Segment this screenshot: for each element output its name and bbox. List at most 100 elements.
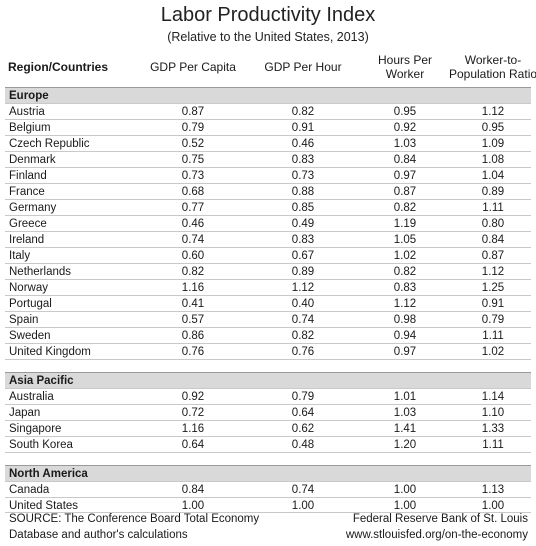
table-row: Spain 0.57 0.74 0.98 0.79 [5,311,531,327]
cell-gdp-per-capita: 0.64 [181,439,205,451]
chart-title: Labor Productivity Index [160,4,376,26]
cell-gdp-per-capita: 0.92 [181,391,205,403]
cell-hours-per-worker: 1.01 [393,391,417,403]
cell-country: Czech Republic [9,138,90,150]
cell-gdp-per-capita: 0.46 [181,218,205,230]
cell-country: Austria [9,106,45,118]
table-row: Netherlands 0.82 0.89 0.82 1.12 [5,263,531,279]
section-header-row: Asia Pacific [5,372,531,388]
cell-hours-per-worker: 0.97 [393,170,417,182]
cell-gdp-per-hour: 0.64 [291,407,315,419]
table-row: Japan 0.72 0.64 1.03 1.10 [5,404,531,420]
credit-line1: Federal Reserve Bank of St. Louis [352,513,528,525]
cell-hours-per-worker: 1.02 [393,250,417,262]
cell-hours-per-worker: 1.03 [393,407,417,419]
cell-country: Ireland [9,234,45,246]
table-row: Greece 0.46 0.49 1.19 0.80 [5,215,531,231]
cell-hours-per-worker: 0.82 [393,266,417,278]
section-header-row: Europe [5,87,531,103]
cell-gdp-per-hour: 0.83 [291,154,315,166]
cell-gdp-per-capita: 0.68 [181,186,205,198]
cell-hours-per-worker: 0.97 [393,346,417,358]
header-gdp-per-capita: GDP Per Capita [150,60,236,74]
cell-country: Australia [9,391,54,403]
header-wpr-line2: Population Ratio [448,67,536,81]
cell-worker-population-ratio: 1.02 [481,346,505,358]
cell-country: Italy [9,250,31,262]
cell-gdp-per-capita: 1.16 [181,423,205,435]
cell-worker-population-ratio: 1.13 [481,484,505,496]
cell-worker-population-ratio: 1.12 [481,266,505,278]
cell-gdp-per-capita: 0.79 [181,122,205,134]
cell-gdp-per-hour: 1.00 [291,500,315,512]
header-gdp-per-hour: GDP Per Hour [264,60,342,74]
cell-hours-per-worker: 1.41 [393,423,417,435]
cell-hours-per-worker: 0.92 [393,122,417,134]
table-row: South Korea 0.64 0.48 1.20 1.11 [5,436,531,452]
cell-hours-per-worker: 0.98 [393,314,417,326]
cell-worker-population-ratio: 1.25 [481,282,505,294]
table-row: Finland 0.73 0.73 0.97 1.04 [5,167,531,183]
cell-gdp-per-capita: 0.41 [181,298,205,310]
cell-gdp-per-hour: 0.82 [291,330,315,342]
cell-gdp-per-capita: 0.57 [181,314,205,326]
cell-country: Canada [9,484,50,496]
cell-gdp-per-hour: 0.74 [291,484,315,496]
cell-country: Japan [9,407,41,419]
cell-worker-population-ratio: 1.10 [481,407,505,419]
cell-country: Norway [9,282,48,294]
section-name: North America [9,468,88,480]
table-row: Italy 0.60 0.67 1.02 0.87 [5,247,531,263]
cell-gdp-per-capita: 0.77 [181,202,205,214]
section-spacer [5,452,531,465]
cell-gdp-per-hour: 0.67 [291,250,315,262]
cell-worker-population-ratio: 1.09 [481,138,505,150]
cell-hours-per-worker: 0.82 [393,202,417,214]
cell-gdp-per-capita: 0.84 [181,484,205,496]
table-row: Belgium 0.79 0.91 0.92 0.95 [5,119,531,135]
cell-worker-population-ratio: 1.14 [481,391,505,403]
cell-gdp-per-capita: 0.74 [181,234,205,246]
cell-hours-per-worker: 1.05 [393,234,417,246]
cell-gdp-per-capita: 1.16 [181,282,205,294]
table-row: Portugal 0.41 0.40 1.12 0.91 [5,295,531,311]
table-row: United Kingdom 0.76 0.76 0.97 1.02 [5,343,531,359]
source-note: SOURCE: The Conference Board Total Econo… [9,511,289,543]
cell-hours-per-worker: 0.95 [393,106,417,118]
section-name: Europe [9,90,49,102]
header-worker-population-ratio: Worker-to- Population Ratio [423,53,536,81]
cell-worker-population-ratio: 1.04 [481,170,505,182]
cell-country: Finland [9,170,47,182]
cell-country: Denmark [9,154,56,166]
cell-hours-per-worker: 1.19 [393,218,417,230]
table-row: Sweden 0.86 0.82 0.94 1.11 [5,327,531,343]
productivity-table: Europe Austria 0.87 0.82 0.95 1.12 Belgium 0.79… [5,87,531,513]
cell-hours-per-worker: 1.00 [393,484,417,496]
cell-gdp-per-hour: 0.91 [291,122,315,134]
cell-hours-per-worker: 1.03 [393,138,417,150]
cell-gdp-per-hour: 0.46 [291,138,315,150]
cell-gdp-per-capita: 0.75 [181,154,205,166]
source-line2: Database and author's calculations [9,529,188,541]
table-row: United States 1.00 1.00 1.00 1.00 [5,497,531,513]
cell-gdp-per-capita: 0.86 [181,330,205,342]
cell-gdp-per-hour: 0.85 [291,202,315,214]
cell-hours-per-worker: 1.00 [393,500,417,512]
cell-worker-population-ratio: 0.89 [481,186,505,198]
cell-gdp-per-capita: 0.76 [181,346,205,358]
cell-gdp-per-hour: 0.48 [291,439,315,451]
header-hours-line1: Hours Per [377,53,433,67]
cell-hours-per-worker: 0.84 [393,154,417,166]
cell-gdp-per-hour: 0.74 [291,314,315,326]
table-row: Australia 0.92 0.79 1.01 1.14 [5,388,531,404]
table-row: Denmark 0.75 0.83 0.84 1.08 [5,151,531,167]
cell-hours-per-worker: 0.83 [393,282,417,294]
cell-gdp-per-capita: 0.87 [181,106,205,118]
cell-country: Greece [9,218,47,230]
cell-gdp-per-capita: 1.00 [181,500,205,512]
cell-worker-population-ratio: 0.80 [481,218,505,230]
cell-hours-per-worker: 0.94 [393,330,417,342]
table-row: Germany 0.77 0.85 0.82 1.11 [5,199,531,215]
cell-gdp-per-hour: 0.83 [291,234,315,246]
